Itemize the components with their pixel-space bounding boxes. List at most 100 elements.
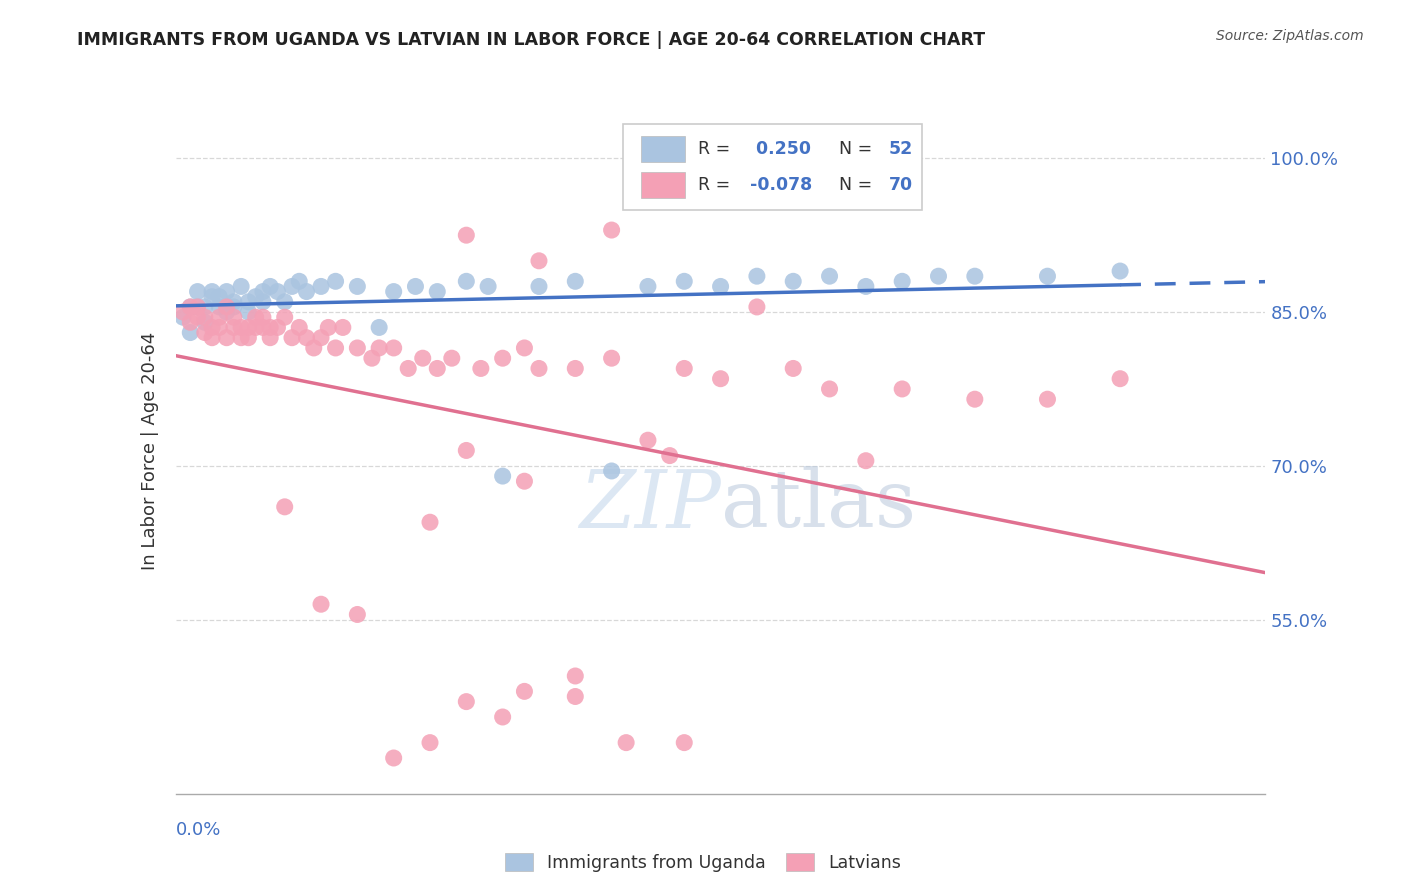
Text: 52: 52 bbox=[889, 140, 912, 158]
Point bbox=[527, 279, 550, 293]
Point bbox=[302, 341, 325, 355]
Point bbox=[201, 290, 224, 304]
FancyBboxPatch shape bbox=[641, 136, 685, 162]
Point bbox=[215, 305, 238, 319]
Point bbox=[172, 305, 194, 319]
Point bbox=[745, 269, 768, 284]
Point bbox=[673, 361, 696, 376]
Point bbox=[201, 331, 224, 345]
Point bbox=[222, 310, 245, 325]
Point bbox=[564, 361, 586, 376]
Text: -0.078: -0.078 bbox=[749, 177, 813, 194]
Point bbox=[222, 320, 245, 334]
Point bbox=[405, 279, 427, 293]
Point bbox=[208, 290, 231, 304]
Text: atlas: atlas bbox=[721, 467, 915, 544]
Text: IMMIGRANTS FROM UGANDA VS LATVIAN IN LABOR FORCE | AGE 20-64 CORRELATION CHART: IMMIGRANTS FROM UGANDA VS LATVIAN IN LAB… bbox=[77, 31, 986, 49]
Point bbox=[1036, 392, 1059, 407]
Text: 0.250: 0.250 bbox=[749, 140, 811, 158]
Point bbox=[274, 500, 297, 514]
Point bbox=[456, 274, 478, 288]
Point bbox=[238, 320, 260, 334]
Point bbox=[231, 331, 253, 345]
Point bbox=[186, 310, 209, 325]
Point bbox=[259, 331, 281, 345]
Point bbox=[346, 607, 368, 622]
Point bbox=[855, 279, 877, 293]
Point bbox=[252, 310, 274, 325]
Point bbox=[564, 690, 586, 704]
Text: Source: ZipAtlas.com: Source: ZipAtlas.com bbox=[1216, 29, 1364, 43]
Point bbox=[295, 331, 318, 345]
Point bbox=[309, 331, 332, 345]
Point bbox=[238, 331, 260, 345]
Point bbox=[346, 279, 368, 293]
Point bbox=[477, 279, 499, 293]
Point bbox=[470, 361, 492, 376]
Text: R =: R = bbox=[697, 140, 735, 158]
Point bbox=[360, 351, 382, 366]
Point bbox=[295, 285, 318, 299]
Point bbox=[412, 351, 434, 366]
Point bbox=[332, 320, 354, 334]
Point bbox=[1109, 264, 1132, 278]
Point bbox=[201, 285, 224, 299]
Point bbox=[600, 464, 623, 478]
Point bbox=[513, 341, 536, 355]
Point bbox=[208, 300, 231, 314]
Point bbox=[172, 310, 194, 325]
Point bbox=[963, 269, 986, 284]
Point bbox=[318, 320, 340, 334]
Point bbox=[419, 736, 441, 750]
Point bbox=[426, 285, 449, 299]
Point bbox=[194, 326, 217, 340]
Point bbox=[614, 736, 637, 750]
Point bbox=[194, 310, 217, 325]
Point bbox=[259, 279, 281, 293]
Point bbox=[855, 453, 877, 467]
Legend: Immigrants from Uganda, Latvians: Immigrants from Uganda, Latvians bbox=[498, 847, 908, 879]
Point bbox=[309, 279, 332, 293]
Point bbox=[818, 382, 841, 396]
Point bbox=[274, 294, 297, 309]
Point bbox=[1109, 372, 1132, 386]
Point bbox=[288, 320, 311, 334]
Point bbox=[266, 320, 288, 334]
Point bbox=[245, 290, 267, 304]
Point bbox=[194, 300, 217, 314]
Point bbox=[266, 285, 288, 299]
FancyBboxPatch shape bbox=[623, 124, 922, 211]
Point bbox=[281, 279, 304, 293]
Point bbox=[179, 315, 201, 329]
Point bbox=[179, 300, 201, 314]
Point bbox=[309, 597, 332, 611]
Point bbox=[222, 294, 245, 309]
Point bbox=[658, 449, 681, 463]
Point bbox=[179, 326, 201, 340]
Point bbox=[818, 269, 841, 284]
Point bbox=[238, 305, 260, 319]
Point bbox=[440, 351, 463, 366]
Point bbox=[186, 285, 209, 299]
Point bbox=[928, 269, 950, 284]
Point bbox=[492, 710, 515, 724]
Point bbox=[288, 274, 311, 288]
Point bbox=[281, 331, 304, 345]
Point bbox=[396, 361, 419, 376]
Point bbox=[564, 274, 586, 288]
Text: N =: N = bbox=[828, 177, 879, 194]
Point bbox=[782, 361, 804, 376]
Point bbox=[325, 274, 347, 288]
Point bbox=[252, 320, 274, 334]
FancyBboxPatch shape bbox=[641, 172, 685, 198]
Point bbox=[891, 274, 914, 288]
Text: N =: N = bbox=[828, 140, 879, 158]
Point bbox=[252, 285, 274, 299]
Point bbox=[600, 223, 623, 237]
Point bbox=[238, 294, 260, 309]
Point bbox=[1036, 269, 1059, 284]
Point bbox=[673, 736, 696, 750]
Point bbox=[527, 253, 550, 268]
Point bbox=[179, 300, 201, 314]
Point bbox=[782, 274, 804, 288]
